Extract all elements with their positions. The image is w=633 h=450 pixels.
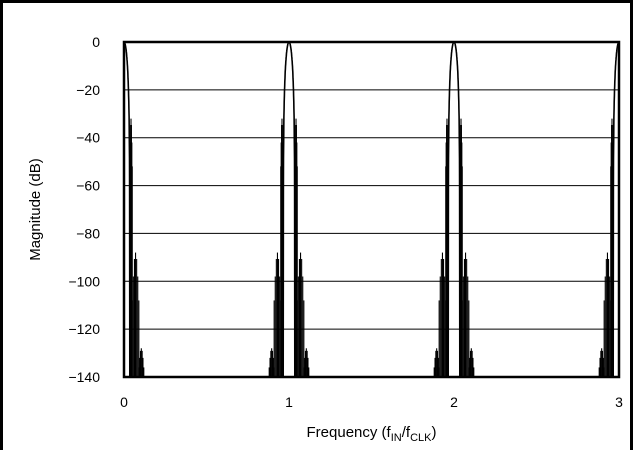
- x-axis-label-slash: /f: [402, 424, 411, 441]
- x-axis-label-sub-clk: CLK: [410, 432, 432, 444]
- y-tick-label: −60: [76, 178, 100, 194]
- main-lobe: [282, 41, 296, 378]
- x-tick-label: 2: [450, 394, 458, 410]
- y-tick-labels: 0 −20 −40 −60 −80 −100 −120 −140: [68, 34, 100, 385]
- plot-area: [122, 40, 621, 379]
- y-tick-label: −100: [68, 273, 100, 289]
- x-axis-label-sub-in: IN: [391, 432, 402, 444]
- y-tick-label: −20: [76, 82, 100, 98]
- response-curve: [123, 41, 620, 378]
- x-tick-label: 3: [615, 394, 623, 410]
- x-tick-label: 0: [120, 394, 128, 410]
- x-tick-label: 1: [285, 394, 293, 410]
- y-tick-label: 0: [92, 34, 100, 50]
- main-lobe: [447, 41, 461, 378]
- x-axis-label-close: ): [431, 424, 436, 441]
- x-axis-label-main: Frequency (f: [307, 424, 392, 441]
- x-axis-label: Frequency (fIN/fCLK): [307, 424, 437, 444]
- y-tick-label: −40: [76, 130, 100, 146]
- y-axis-label: Magnitude (dB): [27, 158, 44, 261]
- grid-lines: [124, 89, 619, 330]
- y-tick-label: −140: [68, 369, 100, 385]
- x-tick-labels: 0 1 2 3: [120, 394, 623, 410]
- y-tick-label: −80: [76, 225, 100, 241]
- y-tick-label: −120: [68, 321, 100, 337]
